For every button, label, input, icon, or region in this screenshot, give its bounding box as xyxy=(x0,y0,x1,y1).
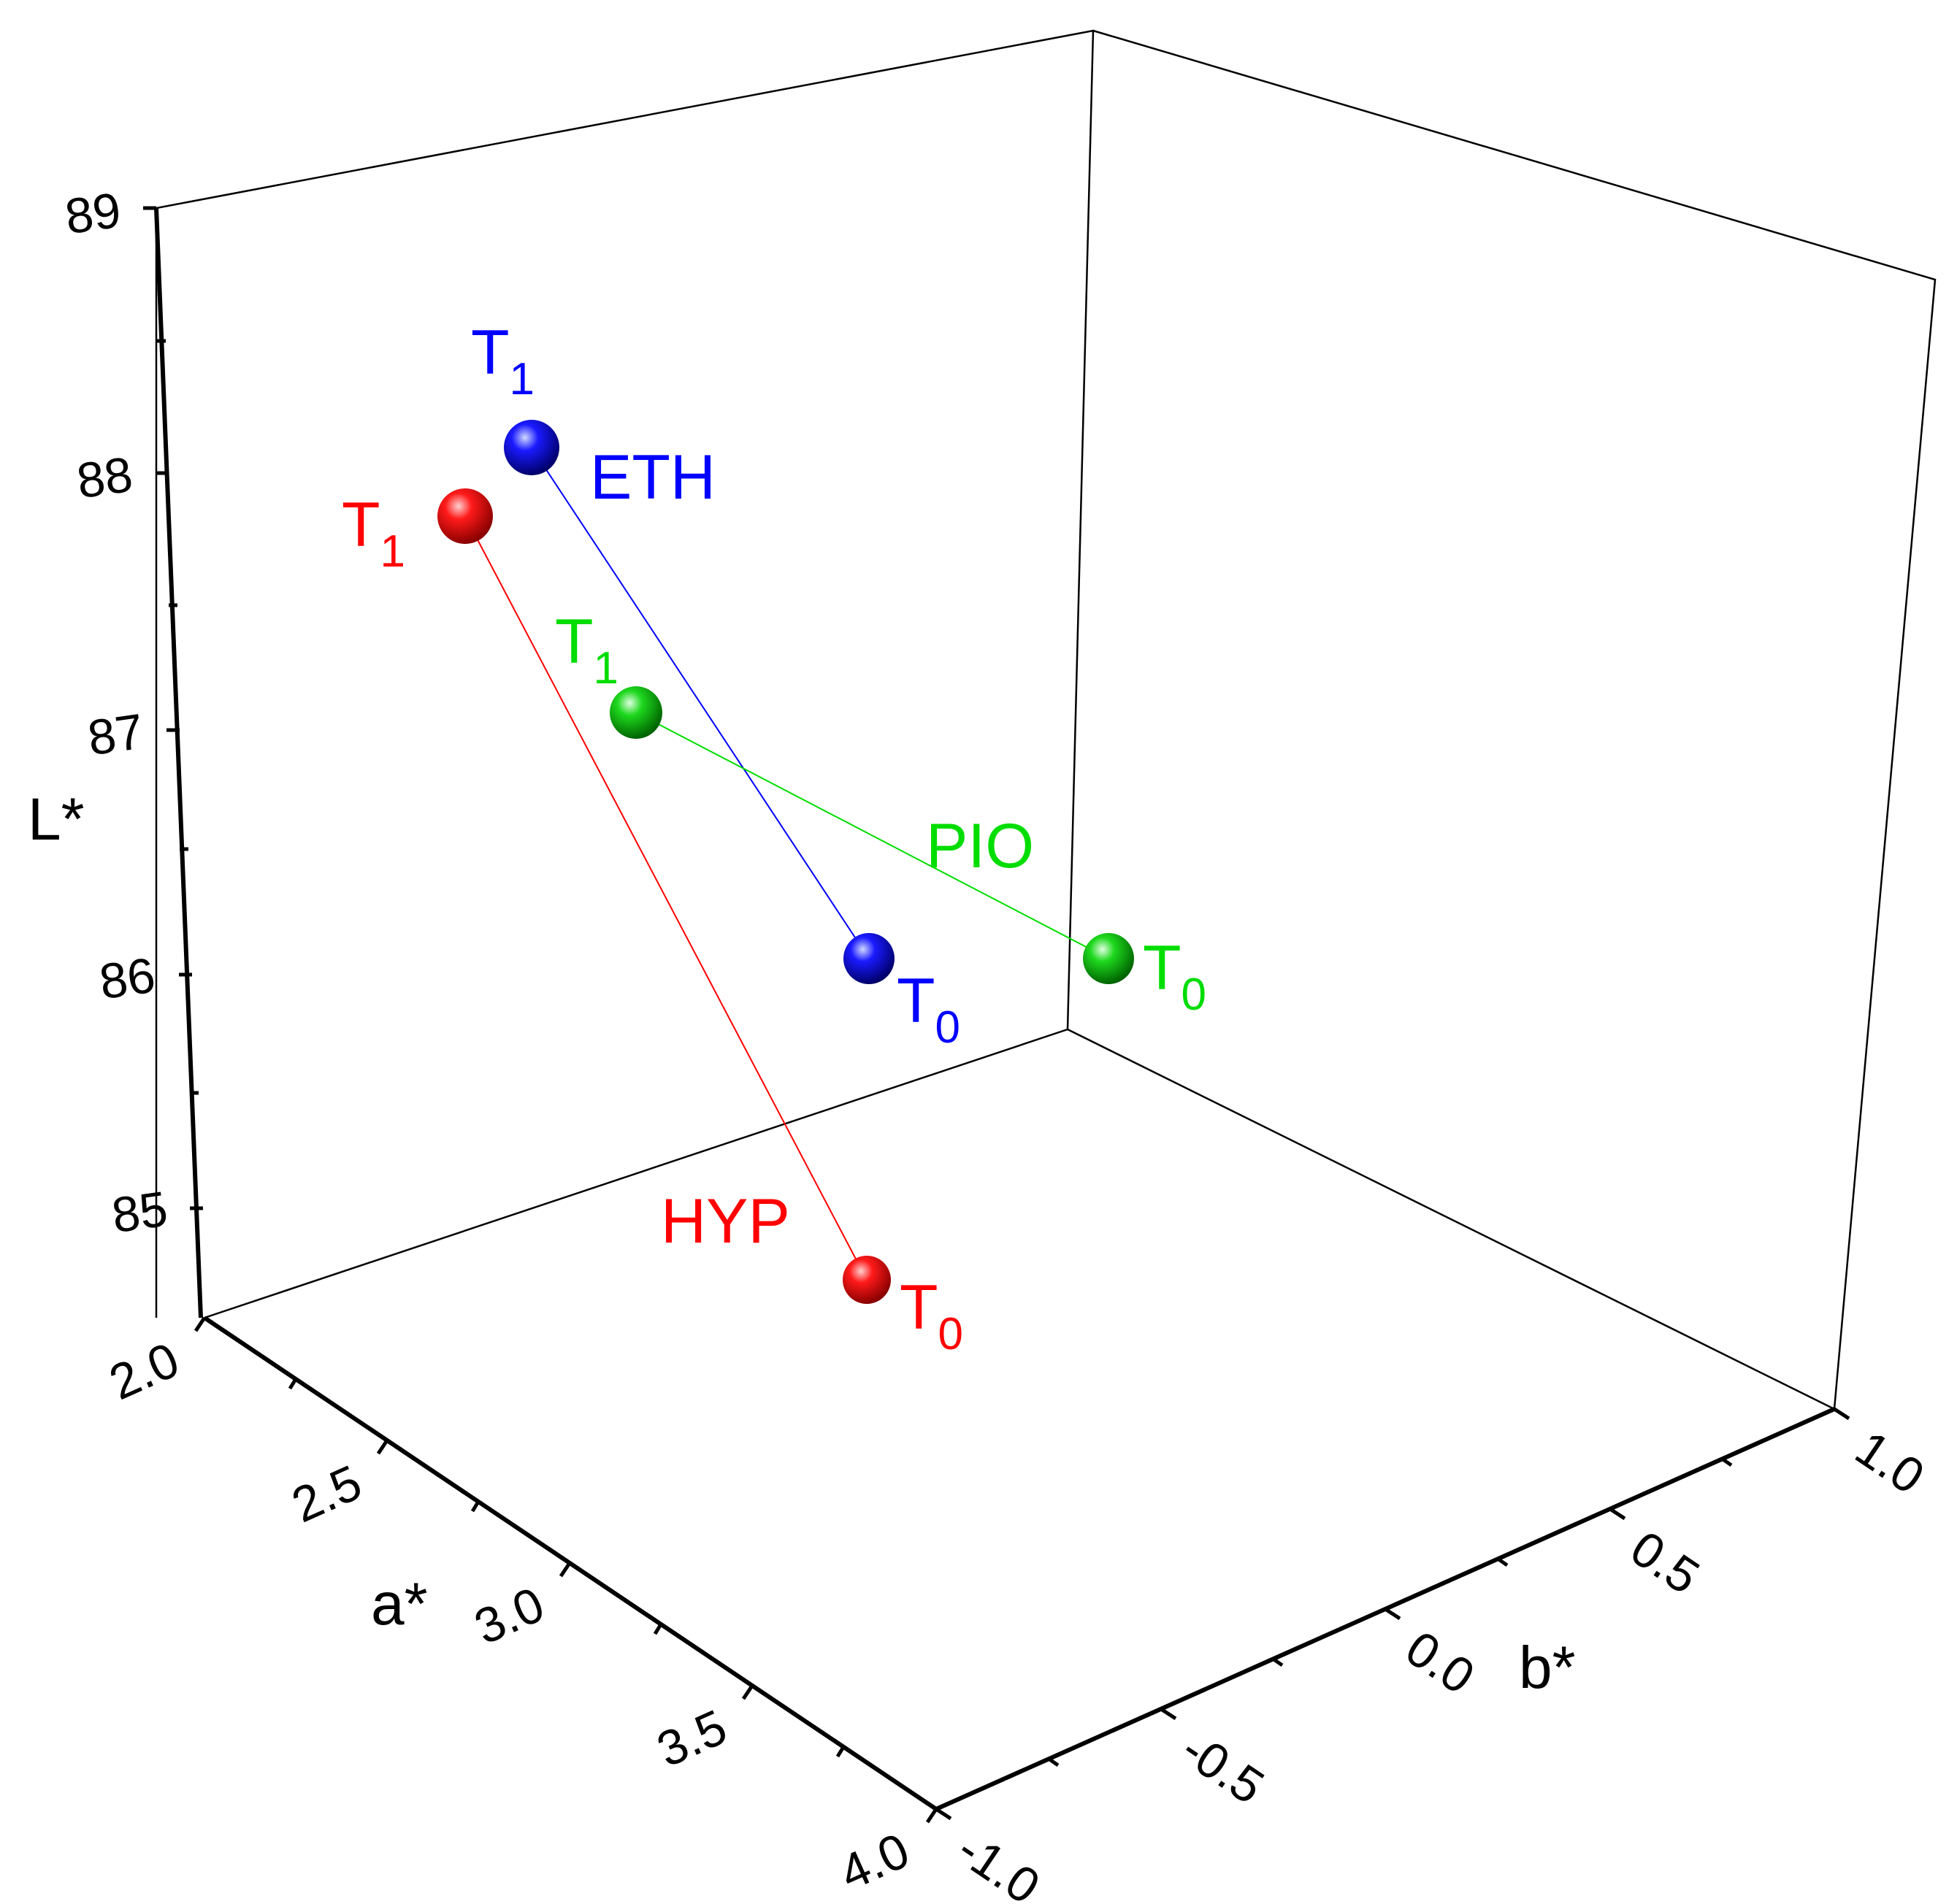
l-tick-label: 85 xyxy=(109,1181,171,1244)
label-text: T xyxy=(555,607,594,677)
point-hyp-t0 xyxy=(843,1256,891,1304)
a-tick-label: 3.0 xyxy=(467,1576,552,1655)
series-line-pio xyxy=(635,712,1109,959)
data-points xyxy=(437,420,1134,1304)
vertical-axis-line xyxy=(154,207,203,1318)
label-subscript: 0 xyxy=(935,1002,960,1053)
l-tick-label: 88 xyxy=(74,447,136,510)
b-tick-label: 0.5 xyxy=(1621,1520,1709,1605)
l-axis-title: L* xyxy=(28,786,85,853)
l-axis-tick-labels: 89 88 87 86 85 xyxy=(62,183,171,1244)
series-line-eth xyxy=(531,447,870,959)
floor-back-edge-a xyxy=(204,1028,1068,1319)
series-lines xyxy=(464,447,1109,1281)
label-subscript: 1 xyxy=(380,526,405,577)
label-subscript: 1 xyxy=(510,354,535,404)
point-eth-t0 xyxy=(843,933,895,984)
b-tick-label: -1.0 xyxy=(948,1821,1050,1904)
point-hyp-t1 xyxy=(437,488,493,544)
label-eth-t1: T1 xyxy=(471,318,535,404)
b-axis-title: b* xyxy=(1519,1635,1576,1701)
floor-back-edge-b xyxy=(1067,1028,1835,1410)
a-tick-label: 2.0 xyxy=(102,1332,187,1410)
b-axis-tick-labels: -1.0 -0.5 0.0 0.5 1.0 xyxy=(948,1420,1934,1904)
label-subscript: 0 xyxy=(1182,970,1206,1020)
b-axis-ticks xyxy=(935,1407,1850,1821)
label-text: T xyxy=(471,318,510,388)
point-eth-t1 xyxy=(504,420,559,475)
label-subscript: 0 xyxy=(938,1309,963,1359)
label-subscript: 1 xyxy=(594,643,618,694)
back-left-wall xyxy=(155,29,1095,1318)
b-tick-label: 1.0 xyxy=(1846,1420,1934,1505)
a-tick-label: 4.0 xyxy=(832,1822,917,1901)
label-text: T xyxy=(342,490,380,560)
label-pio-t0: T0 xyxy=(1143,933,1206,1020)
l-tick-label: 87 xyxy=(85,704,147,767)
a-axis-line xyxy=(203,1316,938,1811)
series-label-hyp: HYP xyxy=(661,1186,790,1256)
label-text: T xyxy=(897,966,935,1036)
l-axis-ticks xyxy=(143,206,203,1210)
a-axis-ticks xyxy=(194,1316,938,1824)
l-tick-label: 86 xyxy=(96,948,158,1010)
series-label-pio: PIO xyxy=(926,811,1034,881)
a-tick-label: 3.5 xyxy=(649,1699,735,1778)
label-hyp-t1: T1 xyxy=(342,490,405,577)
a-tick-label: 2.5 xyxy=(284,1454,369,1533)
series-line-hyp xyxy=(464,515,868,1281)
label-text: T xyxy=(900,1272,938,1343)
l-tick-label: 89 xyxy=(62,183,124,245)
label-pio-t1: T1 xyxy=(555,607,618,694)
b-tick-label: 0.0 xyxy=(1396,1620,1485,1705)
point-pio-t0 xyxy=(1083,933,1134,984)
point-pio-t1 xyxy=(610,686,662,739)
back-right-wall xyxy=(1092,29,1937,1410)
a-axis-title: a* xyxy=(371,1571,428,1638)
series-label-eth: ETH xyxy=(590,442,716,513)
point-labels: T1 T0 T1 T0 T1 T0 ETH PIO HYP xyxy=(342,318,1206,1359)
b-tick-label: -0.5 xyxy=(1172,1721,1274,1815)
a-axis-tick-labels: 2.0 2.5 3.0 3.5 4.0 xyxy=(102,1332,917,1901)
label-hyp-t0: T0 xyxy=(900,1272,963,1359)
label-text: T xyxy=(1143,933,1182,1003)
label-eth-t0: T0 xyxy=(897,966,960,1053)
